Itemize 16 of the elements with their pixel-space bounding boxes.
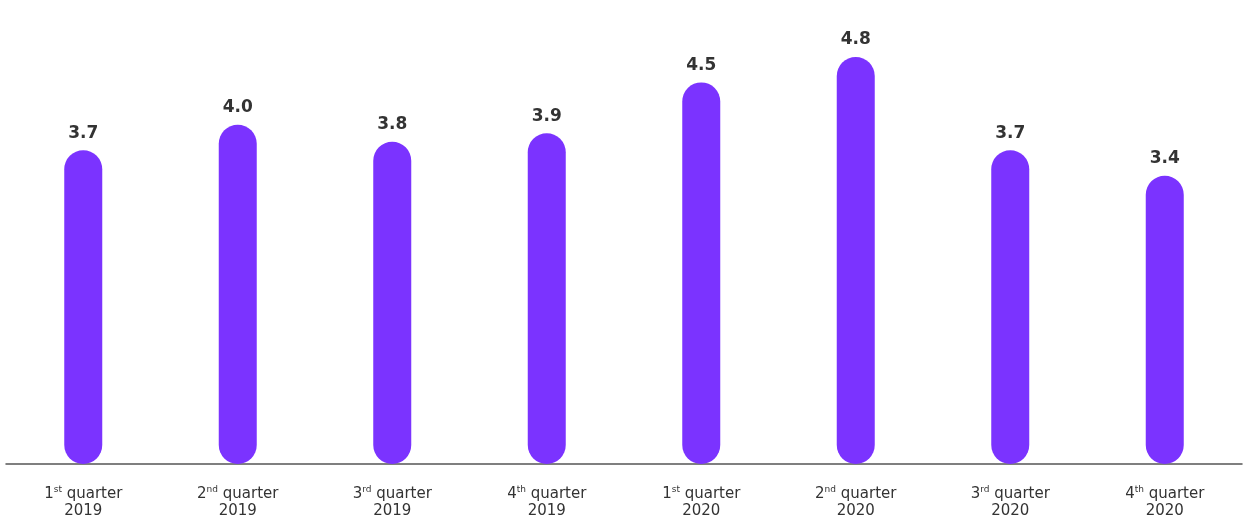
data-label: 4.8	[840, 28, 871, 49]
data-label: 4.0	[222, 96, 253, 117]
data-label: 4.5	[686, 53, 717, 74]
bar	[373, 141, 412, 464]
data-label: 3.7	[68, 121, 99, 142]
bar	[64, 150, 103, 464]
bar	[682, 82, 721, 464]
bar	[991, 150, 1030, 464]
bar	[218, 124, 257, 464]
data-label: 3.4	[1149, 147, 1180, 168]
data-label: 3.9	[531, 104, 562, 125]
bar	[1145, 175, 1184, 464]
bar	[836, 56, 875, 464]
data-label: 3.8	[377, 113, 408, 134]
data-label: 3.7	[995, 121, 1026, 142]
bar	[527, 133, 566, 464]
